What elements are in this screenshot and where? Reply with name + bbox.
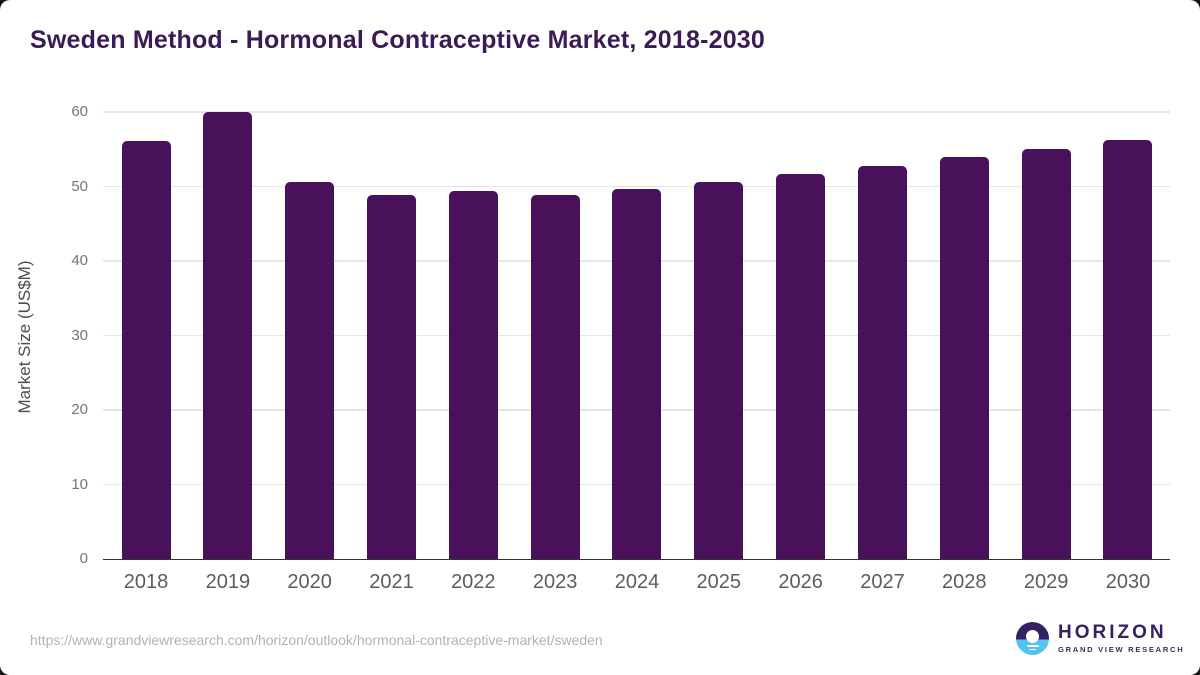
gridline — [103, 111, 1170, 113]
logo-text: HORIZON GRAND VIEW RESEARCH — [1058, 623, 1184, 654]
bar-2029[interactable] — [1021, 148, 1071, 559]
bar-2019[interactable] — [203, 112, 253, 559]
bar-2023[interactable] — [530, 195, 580, 559]
bar-2022[interactable] — [448, 190, 498, 559]
y-tick-label: 60 — [71, 103, 88, 120]
x-tick-label: 2025 — [696, 571, 742, 593]
x-tick-label: 2026 — [778, 571, 823, 593]
x-tick-label: 2019 — [205, 571, 251, 593]
horizon-logo[interactable]: HORIZON GRAND VIEW RESEARCH — [1016, 622, 1184, 655]
x-tick-label: 2020 — [287, 571, 332, 593]
x-tick-label: 2018 — [123, 571, 169, 593]
source-url[interactable]: https://www.grandviewresearch.com/horizo… — [30, 632, 603, 648]
plot-area — [103, 111, 1170, 560]
x-tick-label: 2029 — [1023, 571, 1069, 593]
logo-brand: HORIZON — [1058, 622, 1167, 643]
x-tick-label: 2021 — [369, 571, 414, 593]
chart-title: Sweden Method - Hormonal Contraceptive M… — [30, 26, 766, 54]
y-tick-label: 20 — [71, 401, 88, 418]
y-axis-title: Market Size (US$M) — [15, 260, 34, 414]
x-tick-label: 2030 — [1105, 571, 1151, 593]
x-tick-label: 2028 — [942, 571, 987, 593]
x-tick-label: 2023 — [532, 571, 578, 593]
gridline — [103, 185, 1170, 188]
bar-2027[interactable] — [857, 166, 907, 559]
bar-2030[interactable] — [1103, 139, 1153, 559]
logo-subbrand: GRAND VIEW RESEARCH — [1058, 645, 1185, 654]
x-tick-label: 2022 — [451, 571, 496, 593]
y-tick-label: 40 — [71, 252, 88, 269]
sun-shape — [1026, 630, 1039, 643]
bar-2021[interactable] — [366, 194, 416, 559]
y-tick-label: 50 — [71, 177, 88, 195]
reflection-dash — [1026, 645, 1039, 647]
y-tick-label: 10 — [71, 475, 88, 493]
x-tick-label: 2024 — [614, 571, 660, 593]
y-tick-label: 30 — [71, 326, 88, 344]
reflection-dash — [1029, 648, 1036, 651]
bar-2018[interactable] — [121, 141, 171, 559]
bar-2024[interactable] — [612, 188, 662, 559]
sunrise-horizon-icon — [1016, 622, 1049, 655]
bar-2028[interactable] — [939, 157, 989, 559]
bar-2026[interactable] — [776, 173, 826, 559]
bar-2025[interactable] — [694, 182, 744, 559]
x-tick-label: 2027 — [860, 571, 905, 593]
bar-2020[interactable] — [285, 182, 335, 559]
y-tick-label: 0 — [79, 550, 88, 567]
